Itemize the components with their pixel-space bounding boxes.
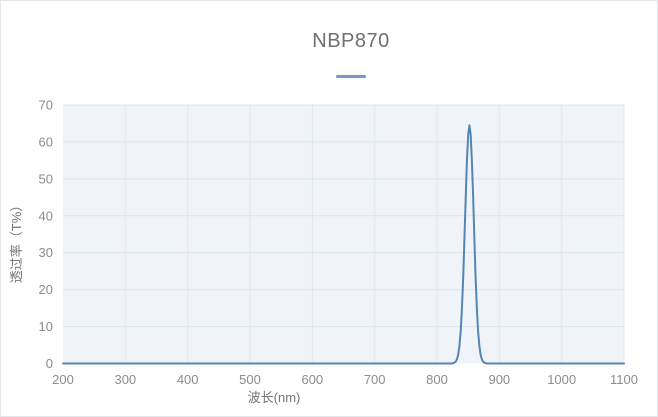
y-tick-label: 50 xyxy=(39,171,53,186)
x-tick-label: 900 xyxy=(488,372,510,387)
y-tick-label: 60 xyxy=(39,134,53,149)
y-tick-label: 40 xyxy=(39,208,53,223)
x-tick-label: 500 xyxy=(239,372,261,387)
plot-area xyxy=(63,105,624,364)
x-tick-label: 800 xyxy=(426,372,448,387)
x-tick-label: 300 xyxy=(114,372,136,387)
x-tick-label: 600 xyxy=(301,372,323,387)
vertical-gridlines xyxy=(124,105,625,364)
x-tick-label: 200 xyxy=(52,372,74,387)
x-axis-tick-labels: 200 300 400 500 600 700 800 900 1000 1100 xyxy=(52,372,638,387)
y-tick-label: 30 xyxy=(39,245,53,260)
y-tick-label: 10 xyxy=(39,319,53,334)
y-axis-title: 透过率（T%） xyxy=(9,199,24,284)
y-tick-label: 0 xyxy=(46,356,53,371)
chart-title: NBP870 xyxy=(312,30,390,52)
x-axis-title: 波长(nm) xyxy=(248,390,301,405)
series-line xyxy=(62,124,625,365)
x-tick-label: 1100 xyxy=(610,372,638,387)
y-tick-label: 70 xyxy=(39,98,53,113)
y-axis-tick-labels: 0 10 20 30 40 50 60 70 xyxy=(39,98,53,372)
x-tick-label: 1000 xyxy=(547,372,576,387)
x-tick-label: 700 xyxy=(364,372,386,387)
legend[interactable] xyxy=(332,73,370,80)
horizontal-gridlines xyxy=(63,104,624,328)
x-tick-label: 400 xyxy=(177,372,199,387)
y-tick-label: 20 xyxy=(39,282,53,297)
legend-line-marker[interactable] xyxy=(336,75,366,78)
